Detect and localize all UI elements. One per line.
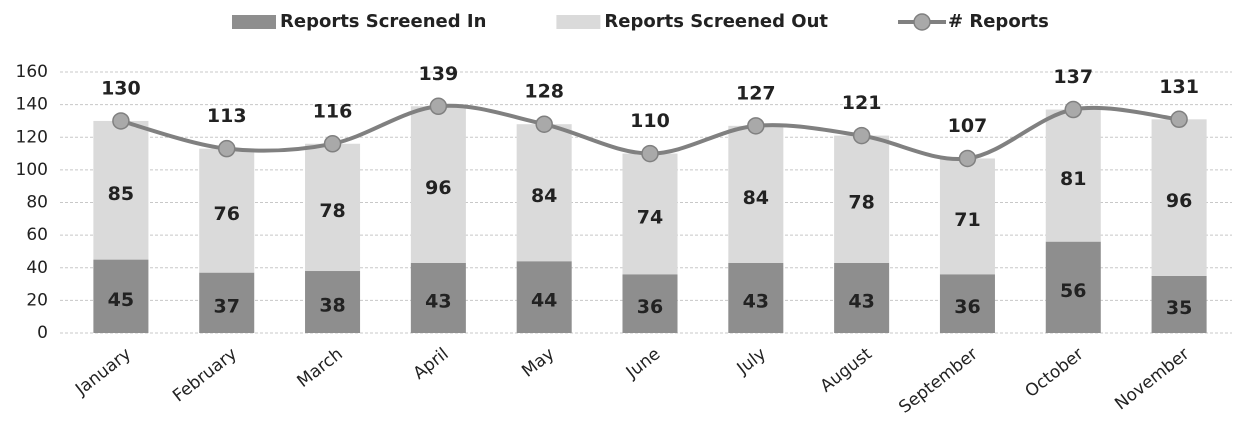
data-label: 113 [207, 105, 247, 127]
data-label: 116 [313, 100, 353, 122]
data-label: 131 [1159, 76, 1199, 98]
x-tick-label: January [71, 344, 135, 400]
data-label: 44 [531, 290, 557, 312]
data-label: 96 [1166, 190, 1192, 212]
y-tick-label: 80 [26, 193, 48, 213]
data-label: 85 [108, 183, 134, 205]
y-tick-label: 20 [26, 290, 48, 310]
x-tick-label: May [518, 344, 558, 381]
data-label: 139 [419, 63, 459, 85]
data-label: 78 [848, 192, 874, 214]
data-label: 107 [948, 115, 988, 137]
bar-segment [410, 262, 466, 333]
bar-segment [305, 143, 361, 272]
data-label: 96 [425, 177, 451, 199]
bar-segment [939, 158, 995, 275]
legend-label: Reports Screened Out [604, 11, 828, 32]
legend-label: Reports Screened In [280, 11, 486, 32]
bar-segment [1045, 241, 1101, 333]
bar-segment [1045, 109, 1101, 242]
line-marker [429, 97, 448, 116]
data-label: 137 [1053, 66, 1093, 88]
data-label: 81 [1060, 168, 1086, 190]
data-label: 110 [630, 110, 670, 132]
bar-segment [834, 135, 890, 263]
data-label: 121 [842, 92, 882, 114]
bar-segment [834, 262, 890, 333]
data-label: 35 [1166, 297, 1192, 319]
data-label: 36 [637, 296, 663, 318]
bar-segment [622, 274, 678, 333]
data-label: 78 [319, 200, 345, 222]
line-marker [1064, 100, 1083, 119]
legend-swatch [556, 15, 601, 29]
y-tick-label: 60 [26, 225, 48, 245]
legend-swatch [232, 15, 276, 29]
data-label: 45 [108, 289, 134, 311]
line-marker [958, 149, 977, 168]
line-marker [852, 126, 871, 145]
bar-segment [199, 272, 255, 333]
x-tick-label: September [895, 344, 981, 418]
data-label: 130 [101, 77, 141, 99]
x-tick-label: July [733, 344, 770, 379]
data-label: 71 [954, 209, 980, 231]
bar-segment [305, 271, 361, 333]
bar-segment [516, 124, 572, 262]
bar-segment [93, 120, 149, 260]
bar-segment [93, 259, 149, 333]
y-tick-label: 40 [26, 258, 48, 278]
data-label: 37 [214, 295, 240, 317]
x-tick-label: August [817, 344, 876, 397]
legend-label: # Reports [948, 11, 1049, 32]
line-marker [641, 144, 659, 163]
y-tick-label: 120 [16, 127, 48, 147]
bar-segment [1151, 275, 1207, 333]
y-tick-label: 140 [16, 95, 48, 115]
data-label: 36 [954, 296, 980, 318]
data-label: 84 [531, 185, 557, 207]
data-label: 56 [1060, 280, 1086, 302]
line-marker [217, 139, 236, 158]
data-label: 84 [743, 187, 769, 209]
x-tick-label: March [294, 344, 347, 392]
data-label: 38 [319, 295, 345, 317]
legend-marker [913, 13, 931, 31]
line-marker [323, 135, 342, 153]
data-label: 43 [743, 290, 769, 312]
data-label: 128 [524, 81, 564, 103]
bar-segment [728, 125, 784, 263]
data-label: 74 [637, 206, 663, 228]
y-tick-label: 0 [37, 323, 48, 343]
line-marker [112, 112, 130, 130]
bar-segment [1151, 119, 1207, 276]
x-tick-label: November [1111, 344, 1193, 414]
x-tick-label: April [410, 344, 453, 384]
data-label: 43 [848, 290, 874, 312]
bar-segment [199, 148, 255, 273]
y-tick-label: 100 [16, 160, 48, 180]
x-tick-label: October [1021, 344, 1087, 402]
bar-segment [410, 106, 466, 263]
y-tick-label: 160 [16, 62, 48, 82]
bar-segment [622, 153, 678, 275]
x-tick-label: February [169, 344, 241, 406]
bar-segment [939, 274, 995, 333]
data-label: 127 [736, 82, 776, 104]
bar-segment [728, 262, 784, 333]
line-marker [535, 115, 553, 133]
data-label: 43 [425, 290, 451, 312]
data-label: 76 [214, 203, 240, 225]
line-marker [747, 117, 765, 135]
bar-segment [516, 261, 572, 333]
x-tick-label: June [622, 344, 664, 383]
line-marker [1170, 110, 1188, 129]
